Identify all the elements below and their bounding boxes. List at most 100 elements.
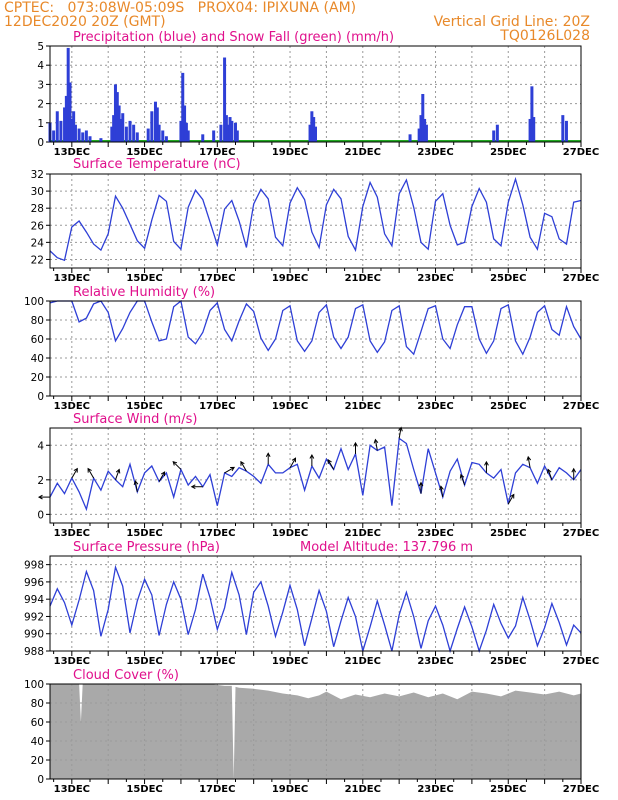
precip-bar (408, 134, 412, 142)
y-tick-label: 24 (31, 237, 45, 249)
y-tick-label: 4 (37, 440, 44, 452)
precip-bar (72, 111, 76, 142)
wind-arrow-head (230, 466, 236, 472)
precip-bar (183, 105, 187, 142)
panel-3: Relative Humidity (%) 0 20 40 60 80 100 13DEC 15… (24, 285, 599, 412)
precip-bar (164, 136, 168, 142)
date-label: 19DEC (272, 528, 308, 539)
y-tick-label: 32 (31, 169, 44, 181)
y-tick-label: 100 (24, 296, 44, 308)
plot-frame (49, 427, 582, 524)
date-label: 15DEC (126, 147, 162, 158)
wind-arrow-head (439, 485, 444, 491)
date-label: 21DEC (345, 656, 381, 667)
precip-bar (88, 136, 92, 142)
panel-title: Surface Pressure (hPa) (73, 540, 220, 555)
wind-arrow-head (547, 468, 552, 474)
y-tick-label: 996 (24, 577, 44, 589)
series-line (49, 437, 582, 512)
precip-bar (110, 126, 114, 142)
wind-arrow-head (160, 471, 166, 477)
date-label: 13DEC (54, 273, 90, 284)
precip-bar (181, 72, 185, 142)
y-tick-label: 988 (24, 646, 44, 658)
y-tick-label: 28 (31, 203, 44, 215)
header-datetime: 12DEC2020 20Z (GMT) (4, 14, 166, 30)
y-tick-label: 990 (24, 629, 44, 641)
date-label: 25DEC (490, 147, 526, 158)
y-tick-label: 0 (37, 137, 44, 149)
date-label: 17DEC (199, 528, 235, 539)
date-label: 19DEC (272, 784, 308, 795)
precip-bar (153, 101, 157, 142)
y-tick-label: 80 (31, 315, 44, 327)
y-tick-label: 3 (37, 79, 44, 91)
plot-frame (49, 300, 582, 397)
precip-bar (201, 134, 205, 142)
y-tick-label: 4 (37, 60, 44, 72)
date-label: 23DEC (417, 656, 453, 667)
panel-6: Cloud Cover (%) 0 20 40 60 80 100 13DEC 15DEC 17D… (24, 668, 599, 795)
y-tick-label: 80 (31, 698, 44, 710)
wind-arrow-head (291, 457, 297, 463)
plot-frame (49, 555, 582, 652)
precip-bar (121, 113, 125, 142)
date-label: 15DEC (126, 401, 162, 412)
wind-arrow (134, 480, 138, 492)
precip-bar (219, 124, 223, 142)
date-label: 21DEC (345, 273, 381, 284)
precip-bar (52, 130, 56, 142)
precip-bar (424, 124, 428, 142)
wind-arrow (527, 456, 531, 468)
panel-title: Cloud Cover (%) (73, 668, 179, 683)
precip-bar (226, 124, 230, 142)
y-tick-label: 26 (31, 220, 45, 232)
wind-arrow-head (133, 480, 139, 486)
precip-bar (423, 118, 427, 142)
wind-arrow (507, 494, 515, 505)
wind-arrow-head (190, 484, 196, 490)
precip-bar (312, 117, 316, 142)
precip-bar (68, 82, 72, 142)
precip-bar (223, 57, 227, 142)
y-tick-label: 40 (31, 736, 44, 748)
wind-arrow-head (309, 453, 315, 459)
date-label: 19DEC (272, 147, 308, 158)
precip-bar (128, 120, 132, 142)
date-label: 23DEC (417, 273, 453, 284)
precip-bar (233, 122, 237, 142)
precip-bar (212, 130, 216, 142)
y-tick-label: 40 (31, 353, 44, 365)
panel-1: Precipitation (blue) and Snow Fall (gree… (37, 30, 599, 158)
plot-frame (49, 683, 582, 780)
precip-bar (532, 117, 536, 142)
wind-arrow-head (265, 452, 271, 458)
precip-bar (64, 95, 68, 142)
precip-bar (179, 120, 183, 142)
date-label: 13DEC (54, 147, 90, 158)
date-label: 15DEC (126, 784, 162, 795)
date-label: 25DEC (490, 784, 526, 795)
wind-arrows (37, 426, 577, 505)
date-label: 19DEC (272, 401, 308, 412)
wind-arrow (398, 427, 402, 439)
precip-bar (77, 128, 81, 142)
series-line (49, 299, 582, 356)
date-label: 25DEC (490, 401, 526, 412)
panel-title: Precipitation (blue) and Snow Fall (gree… (73, 30, 394, 45)
date-label: 21DEC (345, 784, 381, 795)
precip-bar (186, 130, 190, 142)
y-tick-label: 20 (31, 755, 44, 767)
precip-bar (66, 47, 70, 142)
date-label: 17DEC (199, 273, 235, 284)
y-tick-label: 22 (31, 254, 44, 266)
wind-arrow (289, 457, 296, 468)
wind-arrow (158, 471, 166, 482)
precip-bar (492, 130, 496, 142)
wind-arrow-head (571, 467, 577, 473)
precip-bar (161, 130, 165, 142)
header-station: CPTEC: 073:08W-05:09S PROX04: IPIXUNA (A… (4, 0, 357, 16)
panel-2: Surface Temperature (nC) 22 24 26 28 30 32 13DE… (31, 157, 600, 284)
date-label: 21DEC (345, 147, 381, 158)
wind-arrow-head (526, 455, 532, 461)
